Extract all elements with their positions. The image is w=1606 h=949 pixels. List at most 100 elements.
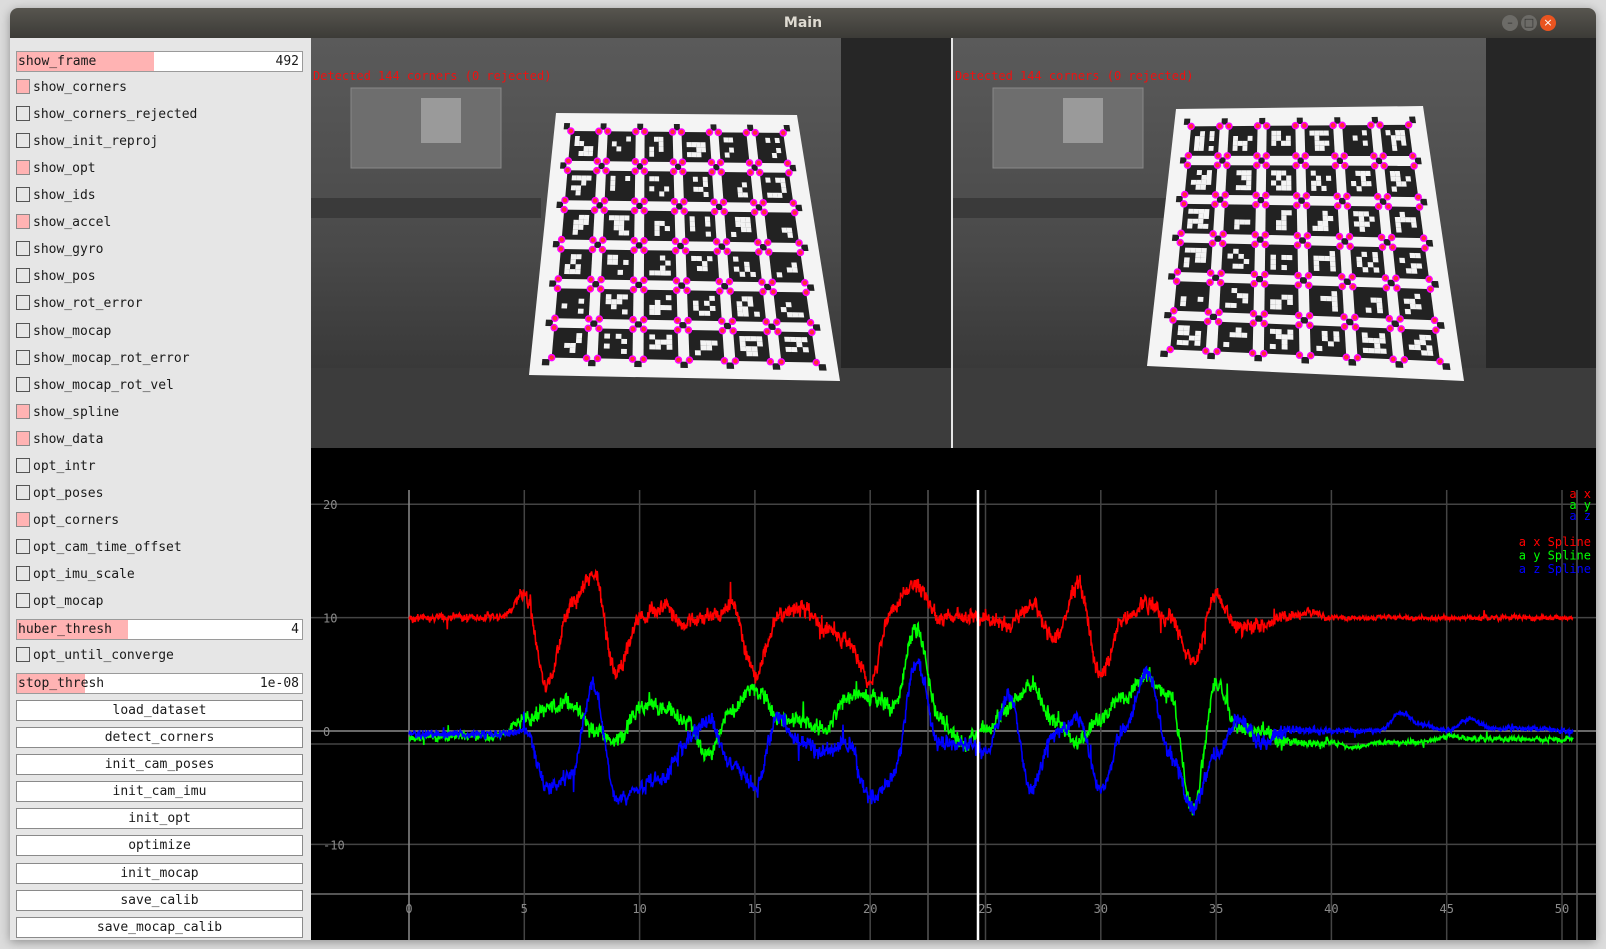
tag-bit — [660, 265, 666, 271]
optimize-button[interactable]: optimize — [16, 835, 303, 857]
checkbox-show-mocap[interactable]: show_mocap — [16, 322, 303, 343]
checkbox-show-rot-error[interactable]: show_rot_error — [16, 294, 303, 315]
tag-bit — [1195, 184, 1201, 190]
tag-bit — [775, 147, 782, 154]
load-dataset-button[interactable]: load_dataset — [16, 700, 303, 722]
tag-bit — [1286, 180, 1292, 186]
checkbox-opt-cam-time-offset[interactable]: opt_cam_time_offset — [16, 538, 303, 559]
checkbox-box[interactable] — [16, 403, 30, 419]
checkbox-box[interactable] — [16, 214, 30, 230]
checkbox-box[interactable] — [16, 484, 30, 500]
tag-bit — [1194, 141, 1200, 146]
checkbox-show-corners-rejected[interactable]: show_corners_rejected — [16, 105, 303, 126]
save-mocap-calib-button[interactable]: save_mocap_calib — [16, 916, 303, 938]
checkbox-box[interactable] — [16, 565, 30, 581]
board-corner-square — [677, 242, 684, 250]
checkbox-box[interactable] — [16, 160, 30, 176]
checkbox-show-opt[interactable]: show_opt — [16, 159, 303, 180]
tag-bit — [1360, 175, 1367, 182]
save-calib-button[interactable]: save_calib — [16, 889, 303, 911]
checkbox-opt-mocap[interactable]: opt_mocap — [16, 592, 303, 613]
close-button[interactable]: × — [1540, 15, 1556, 31]
tag-bit — [691, 152, 697, 158]
checkbox-opt-intr[interactable]: opt_intr — [16, 457, 303, 478]
tag-bit — [1200, 184, 1207, 190]
tag-bit — [1399, 211, 1406, 218]
slider-show-frame[interactable]: show_frame 492 — [16, 51, 303, 72]
checkbox-show-pos[interactable]: show_pos — [16, 267, 303, 288]
checkbox-box[interactable] — [16, 106, 30, 122]
tag-bit — [1426, 345, 1433, 351]
checkbox-opt-until-converge[interactable]: opt_until_converge — [16, 646, 303, 667]
board-corner-square — [789, 164, 797, 172]
tag-bit — [1276, 135, 1282, 141]
tag-bit — [1313, 260, 1320, 266]
minimize-button[interactable]: – — [1502, 15, 1518, 31]
desk — [953, 198, 1183, 218]
checkbox-box[interactable] — [16, 349, 30, 365]
init-mocap-button[interactable]: init_mocap — [16, 862, 303, 884]
board-corner-square — [1425, 239, 1434, 247]
checkbox-box[interactable] — [16, 133, 30, 149]
maximize-button[interactable]: □ — [1521, 15, 1537, 31]
checkbox-box[interactable] — [16, 268, 30, 284]
imu-plot-canvas[interactable]: 20 10 0 -10 0 5 10 15 20 25 30 35 40 45 50 a xa ya z a x… — [311, 448, 1596, 940]
checkbox-box[interactable] — [16, 241, 30, 257]
checkbox-show-spline[interactable]: show_spline — [16, 403, 303, 424]
checkbox-box[interactable] — [16, 376, 30, 392]
checkbox-show-corners[interactable]: show_corners — [16, 78, 303, 99]
tag-bit — [1281, 210, 1287, 216]
checkbox-label: show_gyro — [33, 242, 104, 258]
checkbox-opt-corners[interactable]: opt_corners — [16, 511, 303, 532]
tag-bit — [1355, 170, 1361, 176]
checkbox-show-init-reproj[interactable]: show_init_reproj — [16, 132, 303, 153]
checkbox-box[interactable] — [16, 538, 30, 554]
detected-corner-marker — [725, 277, 734, 286]
detected-corner-marker — [628, 355, 637, 363]
checkbox-box[interactable] — [16, 593, 30, 608]
slider-stop-thresh[interactable]: stop_thresh 1e-08 — [16, 673, 303, 695]
x-tick-label: 0 — [405, 902, 412, 916]
tag-bit — [654, 309, 661, 316]
tag-bit — [756, 336, 763, 342]
checkbox-box[interactable] — [16, 457, 30, 473]
init-opt-button[interactable]: init_opt — [16, 808, 303, 830]
checkbox-show-data[interactable]: show_data — [16, 430, 303, 451]
detected-corner-marker — [1306, 351, 1315, 360]
checkbox-box[interactable] — [16, 430, 30, 446]
checkbox-show-gyro[interactable]: show_gyro — [16, 240, 303, 261]
tag-bit — [612, 259, 618, 265]
checkbox-box[interactable] — [16, 187, 30, 203]
checkbox-opt-imu-scale[interactable]: opt_imu_scale — [16, 565, 303, 586]
tag-bit — [614, 215, 620, 221]
tag-bit — [1309, 130, 1315, 136]
tag-bit — [619, 215, 625, 221]
slider-huber-thresh[interactable]: huber_thresh 4 — [16, 619, 303, 641]
tag-bit — [623, 230, 630, 236]
tag-bit — [654, 176, 660, 182]
tag-bit — [702, 176, 708, 182]
checkbox-box[interactable] — [16, 647, 30, 663]
checkbox-show-mocap-rot-error[interactable]: show_mocap_rot_error — [16, 349, 303, 370]
checkbox-box[interactable] — [16, 79, 30, 95]
apriltag — [687, 290, 722, 322]
checkbox-box[interactable] — [16, 295, 30, 311]
tag-bit — [564, 269, 570, 275]
checkbox-box[interactable] — [16, 511, 30, 527]
tag-bit — [610, 175, 616, 181]
detected-corner-marker — [1218, 239, 1227, 248]
detect-corners-button[interactable]: detect_corners — [16, 727, 303, 749]
checkbox-box[interactable] — [16, 322, 30, 338]
detected-corner-marker — [774, 327, 782, 336]
checkbox-show-mocap-rot-vel[interactable]: show_mocap_rot_vel — [16, 376, 303, 397]
title-bar[interactable]: Main – □ × — [10, 8, 1596, 38]
checkbox-show-ids[interactable]: show_ids — [16, 186, 303, 207]
detected-corner-marker — [1260, 310, 1269, 318]
init-cam-imu-button[interactable]: init_cam_imu — [16, 781, 303, 803]
detected-corner-marker — [586, 285, 595, 293]
init-cam-poses-button[interactable]: init_cam_poses — [16, 754, 303, 776]
checkbox-show-accel[interactable]: show_accel — [16, 213, 303, 234]
detected-corner-marker — [785, 169, 793, 177]
checkbox-opt-poses[interactable]: opt_poses — [16, 484, 303, 505]
